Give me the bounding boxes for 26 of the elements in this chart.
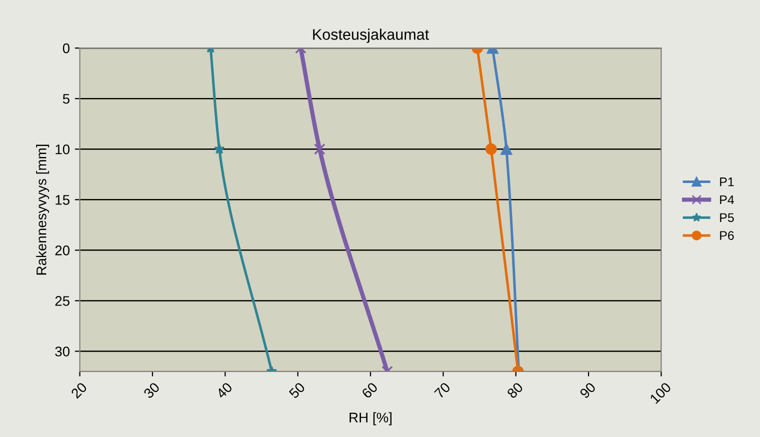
x-tick-label: 40 — [216, 382, 233, 400]
x-axis-title: RH [%] — [350, 412, 392, 426]
legend-label: P1 — [720, 178, 734, 186]
y-axis-title: Rakennesyvyys [mm] — [36, 144, 50, 275]
y-tick-label: 15 — [56, 195, 70, 205]
y-tick-label: 5 — [62, 94, 70, 104]
x-tick-label: 70 — [434, 382, 451, 399]
legend-label: P5 — [720, 213, 734, 222]
x-tick-label: 30 — [143, 382, 160, 399]
point — [214, 143, 225, 154]
y-tick-label: 20 — [55, 246, 70, 256]
chart-title: Kosteusjakaumat — [313, 28, 429, 43]
legend-label: P6 — [720, 231, 734, 240]
y-tick-label: 0 — [62, 43, 70, 54]
x-tick-label: 60 — [361, 382, 378, 399]
legend-label: P4 — [720, 195, 734, 204]
point — [485, 143, 497, 155]
x-tick-label: 90 — [579, 382, 596, 399]
x-tick-label: 100 — [649, 382, 672, 404]
y-tick-label: 30 — [55, 346, 70, 356]
y-tick-label: 10 — [56, 144, 70, 154]
point — [314, 143, 326, 155]
point — [500, 143, 512, 155]
x-tick-label: 50 — [288, 382, 306, 399]
y-tick-label: 25 — [55, 296, 70, 306]
x-tick-label: 80 — [506, 382, 524, 399]
